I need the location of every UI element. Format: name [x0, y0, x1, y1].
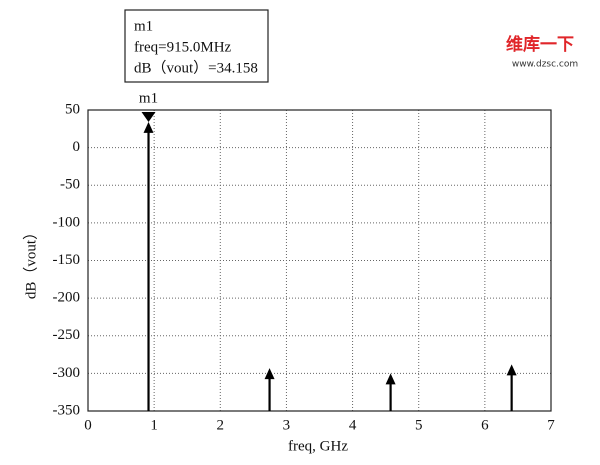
annotation-line: freq=915.0MHz [134, 39, 232, 55]
arrow-head [506, 364, 517, 376]
x-axis-label: freq, GHz [288, 438, 348, 454]
annotation-box [124, 9, 269, 83]
x-tick-label: 0 [84, 417, 92, 433]
y-axis-label: dB（vout） [22, 225, 39, 299]
annotation-line: m1 [134, 18, 153, 34]
y-tick-label: -50 [60, 177, 80, 193]
watermark-title: 维库一下 [506, 34, 574, 55]
y-tick-label: 50 [65, 101, 80, 117]
x-tick-label: 5 [415, 417, 423, 433]
y-tick-label: -300 [53, 365, 81, 381]
x-tick-label: 1 [150, 417, 158, 433]
x-tick-label: 2 [217, 417, 225, 433]
plot-frame [87, 109, 552, 412]
y-tick-label: 0 [73, 139, 81, 155]
x-tick-label: 6 [481, 417, 489, 433]
x-tick-label: 3 [283, 417, 291, 433]
marker [141, 112, 156, 122]
y-tick-label: -150 [53, 252, 81, 268]
watermark-url: www.dzsc.com [512, 60, 578, 70]
x-tick-label: 7 [547, 417, 555, 433]
y-tick-label: -250 [53, 327, 81, 343]
annotation-line: dB（vout）=34.158 [134, 59, 258, 76]
arrow-head [143, 121, 154, 133]
y-tick-label: -100 [53, 214, 81, 230]
y-tick-label: -200 [53, 290, 81, 306]
x-tick-label: 4 [349, 417, 357, 433]
arrow-head [264, 368, 275, 380]
marker-label: m1 [139, 90, 158, 106]
arrow-head [385, 373, 396, 385]
y-tick-label: -350 [53, 402, 81, 418]
